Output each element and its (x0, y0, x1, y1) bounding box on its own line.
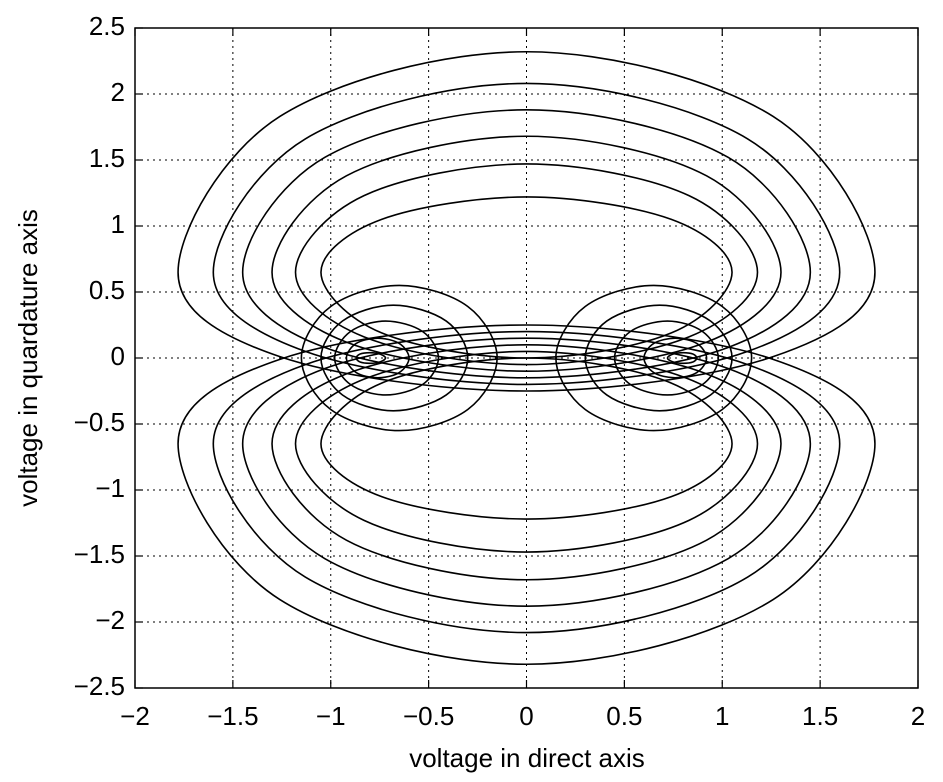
y-tick-label: 1 (111, 209, 125, 239)
contour-line (320, 304, 469, 412)
y-tick-label: 0 (111, 341, 125, 371)
y-tick-label: 0.5 (89, 275, 125, 305)
contour-line (555, 284, 753, 432)
contour-line (271, 135, 782, 373)
x-tick-label: 2 (911, 701, 925, 731)
contour-line (345, 337, 410, 379)
y-tick-label: −1 (95, 473, 125, 503)
y-tick-label: 2 (111, 77, 125, 107)
plot-frame (134, 27, 919, 689)
x-tick-label: 1.5 (802, 701, 838, 731)
contour-line (333, 320, 440, 396)
contour-line (320, 357, 733, 520)
contour-line (643, 337, 708, 379)
contour-line (241, 337, 812, 607)
y-tick-label: 1.5 (89, 143, 125, 173)
contour-line (212, 330, 841, 634)
x-axis-label: voltage in direct axis (409, 743, 645, 773)
contour-line (613, 320, 720, 396)
contour-line (271, 343, 782, 581)
contour-line (294, 350, 759, 553)
y-tick-label: −2.5 (74, 671, 125, 701)
x-tick-label: −0.5 (403, 701, 454, 731)
y-tick-label: −2 (95, 605, 125, 635)
contour-line (212, 82, 841, 386)
x-tick-label: 1 (715, 701, 729, 731)
y-tick-label: 2.5 (89, 11, 125, 41)
x-tick-label: 0.5 (606, 701, 642, 731)
x-tick-label: −1.5 (207, 701, 258, 731)
y-axis-label: voltage in quardature axis (13, 209, 43, 507)
contour-line (355, 351, 387, 365)
contour-line (177, 50, 876, 392)
contour-line (584, 304, 733, 412)
y-tick-label: −0.5 (74, 407, 125, 437)
contour-line (320, 196, 733, 359)
contour-line (177, 324, 876, 666)
contour-line (300, 284, 498, 432)
x-tick-label: 0 (519, 701, 533, 731)
contour-line (294, 163, 759, 366)
x-tick-label: −2 (120, 701, 150, 731)
contour-line (666, 351, 698, 365)
contour-line (241, 109, 812, 379)
y-tick-label: −1.5 (74, 539, 125, 569)
x-tick-label: −1 (316, 701, 346, 731)
